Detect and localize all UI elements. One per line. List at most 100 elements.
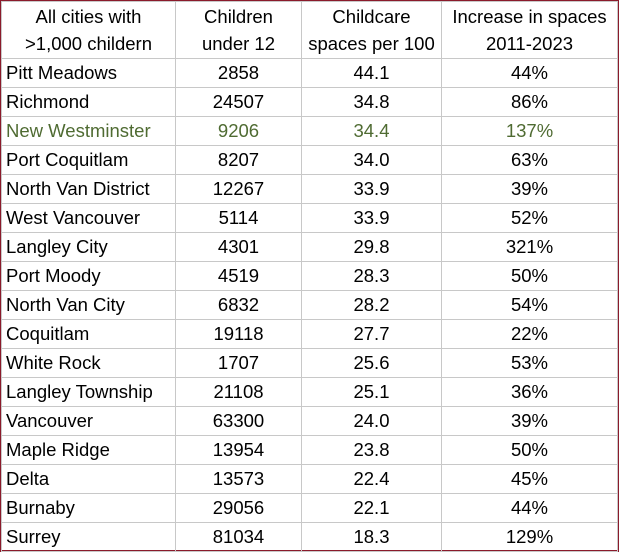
cell-children[interactable]: 9206: [175, 116, 302, 146]
cell-city[interactable]: Surrey: [1, 522, 176, 552]
cell-children[interactable]: 8207: [175, 145, 302, 175]
cell-children[interactable]: 21108: [175, 377, 302, 407]
cell-city[interactable]: Burnaby: [1, 493, 176, 523]
cell-spaces[interactable]: 34.8: [301, 87, 442, 117]
table-row: New Westminster 9206 34.4 137%: [1, 116, 618, 146]
header-city-line-2: >1,000 childern: [24, 33, 153, 54]
cell-spaces[interactable]: 33.9: [301, 174, 442, 204]
cell-city[interactable]: Pitt Meadows: [1, 58, 176, 88]
cell-increase[interactable]: 39%: [441, 174, 618, 204]
cell-spaces[interactable]: 24.0: [301, 406, 442, 436]
cell-children[interactable]: 2858: [175, 58, 302, 88]
cell-spaces[interactable]: 22.1: [301, 493, 442, 523]
cell-city[interactable]: White Rock: [1, 348, 176, 378]
header-row: All cities with >1,000 childern Children…: [1, 1, 618, 59]
cell-spaces[interactable]: 34.0: [301, 145, 442, 175]
table-row: Maple Ridge 13954 23.8 50%: [1, 435, 618, 465]
cell-increase[interactable]: 52%: [441, 203, 618, 233]
cell-children[interactable]: 81034: [175, 522, 302, 552]
cell-increase[interactable]: 22%: [441, 319, 618, 349]
table-row: Burnaby 29056 22.1 44%: [1, 493, 618, 523]
cell-spaces[interactable]: 22.4: [301, 464, 442, 494]
cell-children[interactable]: 24507: [175, 87, 302, 117]
table-row: Delta 13573 22.4 45%: [1, 464, 618, 494]
table-row: West Vancouver 5114 33.9 52%: [1, 203, 618, 233]
cell-spaces[interactable]: 25.1: [301, 377, 442, 407]
cell-children[interactable]: 13573: [175, 464, 302, 494]
cell-spaces[interactable]: 28.2: [301, 290, 442, 320]
table-row: North Van District 12267 33.9 39%: [1, 174, 618, 204]
table-row: North Van City 6832 28.2 54%: [1, 290, 618, 320]
cell-increase[interactable]: 50%: [441, 261, 618, 291]
cell-increase[interactable]: 44%: [441, 58, 618, 88]
cell-children[interactable]: 1707: [175, 348, 302, 378]
cell-increase[interactable]: 129%: [441, 522, 618, 552]
table-row: Richmond 24507 34.8 86%: [1, 87, 618, 117]
table-row: Langley City 4301 29.8 321%: [1, 232, 618, 262]
cell-spaces[interactable]: 29.8: [301, 232, 442, 262]
cell-increase[interactable]: 45%: [441, 464, 618, 494]
header-children-line-2: under 12: [201, 33, 276, 54]
cell-increase[interactable]: 44%: [441, 493, 618, 523]
cell-increase[interactable]: 54%: [441, 290, 618, 320]
table-row: Port Moody 4519 28.3 50%: [1, 261, 618, 291]
cell-spaces[interactable]: 18.3: [301, 522, 442, 552]
table-row: White Rock 1707 25.6 53%: [1, 348, 618, 378]
cell-children[interactable]: 6832: [175, 290, 302, 320]
cell-city[interactable]: Delta: [1, 464, 176, 494]
cell-increase[interactable]: 321%: [441, 232, 618, 262]
cell-children[interactable]: 13954: [175, 435, 302, 465]
cell-city[interactable]: Maple Ridge: [1, 435, 176, 465]
cell-children[interactable]: 19118: [175, 319, 302, 349]
cell-increase[interactable]: 137%: [441, 116, 618, 146]
header-spaces[interactable]: Childcare spaces per 100: [301, 1, 442, 59]
cell-children[interactable]: 4301: [175, 232, 302, 262]
table-row: Langley Township 21108 25.1 36%: [1, 377, 618, 407]
header-increase-line-1: Increase in spaces: [452, 6, 607, 27]
table-row: Port Coquitlam 8207 34.0 63%: [1, 145, 618, 175]
cell-city[interactable]: Richmond: [1, 87, 176, 117]
header-spaces-line-1: Childcare: [332, 6, 411, 27]
header-city-line-1: All cities with: [35, 6, 142, 27]
cell-city[interactable]: North Van District: [1, 174, 176, 204]
cell-spaces[interactable]: 34.4: [301, 116, 442, 146]
table-row: Vancouver 63300 24.0 39%: [1, 406, 618, 436]
header-children-line-1: Children: [204, 6, 273, 27]
cell-children[interactable]: 63300: [175, 406, 302, 436]
cell-city[interactable]: Port Coquitlam: [1, 145, 176, 175]
cell-spaces[interactable]: 44.1: [301, 58, 442, 88]
cell-increase[interactable]: 50%: [441, 435, 618, 465]
cell-increase[interactable]: 53%: [441, 348, 618, 378]
cell-increase[interactable]: 36%: [441, 377, 618, 407]
header-children[interactable]: Children under 12: [175, 1, 302, 59]
header-increase-line-2: 2011-2023: [485, 33, 574, 54]
cell-city[interactable]: Langley Township: [1, 377, 176, 407]
cell-city[interactable]: Vancouver: [1, 406, 176, 436]
cell-spaces[interactable]: 33.9: [301, 203, 442, 233]
cell-spaces[interactable]: 27.7: [301, 319, 442, 349]
cell-city[interactable]: West Vancouver: [1, 203, 176, 233]
cell-spaces[interactable]: 23.8: [301, 435, 442, 465]
cell-spaces[interactable]: 25.6: [301, 348, 442, 378]
cell-children[interactable]: 4519: [175, 261, 302, 291]
cell-city[interactable]: Coquitlam: [1, 319, 176, 349]
table-row: Coquitlam 19118 27.7 22%: [1, 319, 618, 349]
cell-city[interactable]: New Westminster: [1, 116, 176, 146]
table-row: Pitt Meadows 2858 44.1 44%: [1, 58, 618, 88]
cell-city[interactable]: Langley City: [1, 232, 176, 262]
cell-spaces[interactable]: 28.3: [301, 261, 442, 291]
header-increase[interactable]: Increase in spaces 2011-2023: [441, 1, 618, 59]
cell-city[interactable]: North Van City: [1, 290, 176, 320]
cell-city[interactable]: Port Moody: [1, 261, 176, 291]
table-body: Pitt Meadows 2858 44.1 44% Richmond 24507 34.8…: [1, 58, 618, 552]
header-city[interactable]: All cities with >1,000 childern: [1, 1, 176, 59]
cell-increase[interactable]: 39%: [441, 406, 618, 436]
table-row: Surrey 81034 18.3 129%: [1, 522, 618, 552]
cell-children[interactable]: 29056: [175, 493, 302, 523]
cell-increase[interactable]: 86%: [441, 87, 618, 117]
cell-children[interactable]: 5114: [175, 203, 302, 233]
cell-children[interactable]: 12267: [175, 174, 302, 204]
cell-increase[interactable]: 63%: [441, 145, 618, 175]
